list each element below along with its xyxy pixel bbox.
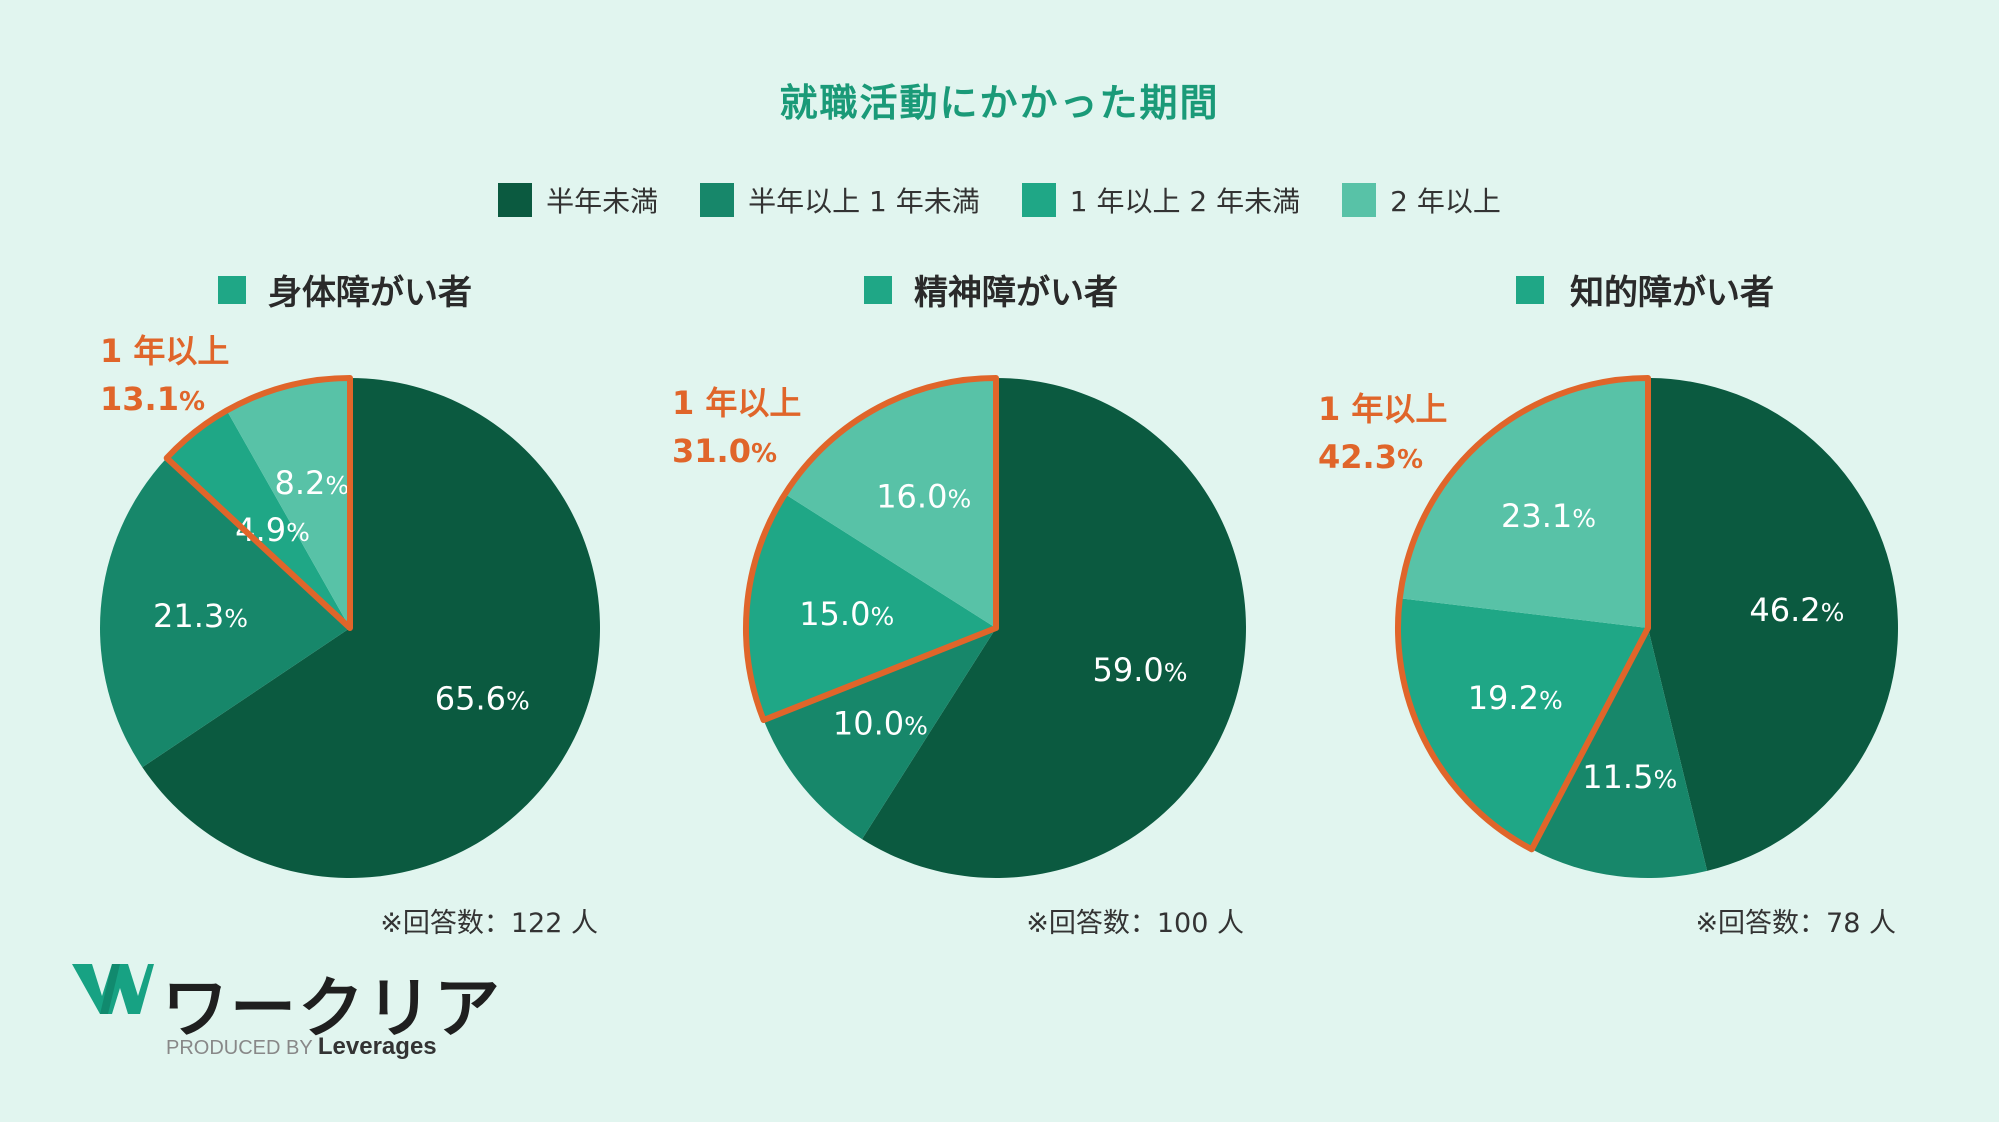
legend-item: 半年未満: [498, 180, 658, 220]
chart-title: 就職活動にかかった期間: [779, 81, 1220, 125]
pie-slice: [1399, 378, 1648, 628]
pie-chart-2: 精神障がい者 59.0% 10.0% 15.0% 16.0% 1 年以上 31.0% ※回答数…: [672, 273, 1246, 939]
respondent-count: ※回答数：122 人: [380, 908, 598, 939]
highlight-value: 13.1%: [100, 380, 205, 418]
produced-by-label: PRODUCED BY: [166, 1037, 313, 1059]
pie-slice: [1531, 628, 1708, 879]
slice-value-label: 19.2%: [1468, 679, 1563, 717]
slice-value-label: 21.3%: [153, 597, 248, 635]
highlight-label: 1 年以上: [1318, 390, 1447, 428]
legend-swatch: [1342, 183, 1377, 217]
legend-label: 2 年以上: [1390, 185, 1501, 218]
pie-chart-3: 知的障がい者 46.2% 11.5% 19.2% 23.1% 1 年以上 42.3% ※回答数…: [1318, 273, 1899, 939]
respondent-count: ※回答数：100 人: [1026, 908, 1244, 939]
respondent-count: ※回答数：78 人: [1695, 908, 1896, 939]
pie-slice: [862, 378, 1246, 879]
slice-value-label: 4.9%: [235, 511, 310, 549]
legend-swatch: [700, 183, 735, 217]
pie-slice: [1648, 378, 1899, 871]
legend-item: 1 年以上 2 年未満: [1021, 180, 1301, 220]
legend-label: 半年未満: [546, 185, 659, 218]
pie-slice: [99, 458, 351, 768]
slice-value-label: 23.1%: [1501, 497, 1596, 535]
logo-wordmark: ワークリア: [162, 970, 502, 1047]
company-name: Leverages: [317, 1033, 437, 1060]
legend-item: 半年以上 1 年未満: [700, 180, 980, 220]
chart-title-swatch: [1516, 276, 1544, 304]
pie-slice: [763, 628, 996, 840]
highlight-value: 42.3%: [1318, 438, 1423, 476]
legend-label: 1 年以上 2 年未満: [1069, 185, 1301, 218]
chart-title-swatch: [864, 276, 892, 304]
legend: 半年未満 半年以上 1 年未満 1 年以上 2 年未満 2 年以上: [0, 180, 1999, 220]
pie-slice: [1398, 598, 1648, 850]
legend-swatch: [1021, 183, 1056, 217]
produced-by: PRODUCED BY Leverages: [166, 1033, 437, 1061]
legend-item: 2 年以上: [1342, 180, 1501, 220]
pie-slice: [784, 378, 996, 628]
slice-value-label: 10.0%: [833, 705, 928, 743]
pie-slice: [142, 378, 600, 878]
pie-slice: [746, 494, 996, 721]
slice-value-label: 65.6%: [435, 680, 530, 718]
slice-value-label: 59.0%: [1092, 651, 1187, 689]
slice-value-label: 46.2%: [1749, 591, 1844, 629]
workclear-logo-icon: [72, 964, 154, 1014]
legend-label: 半年以上 1 年未満: [748, 185, 980, 218]
highlight-label: 1 年以上: [100, 332, 229, 370]
slice-value-label: 16.0%: [876, 478, 971, 516]
chart-title: 身体障がい者: [268, 273, 472, 313]
highlight-outline: [163, 375, 353, 631]
slice-value-label: 8.2%: [274, 464, 349, 502]
chart-title-swatch: [218, 276, 246, 304]
pie-chart-1: 身体障がい者 65.6% 21.3% 4.9% 8.2% 1 年以上 13.1% ※回答数：1…: [99, 273, 600, 939]
pie-slice: [226, 378, 350, 628]
highlight-value: 31.0%: [672, 432, 777, 470]
chart-title: 精神障がい者: [914, 273, 1118, 313]
legend-swatch: [498, 183, 533, 217]
slice-value-label: 15.0%: [799, 595, 894, 633]
slice-value-label: 11.5%: [1582, 758, 1677, 796]
chart-title: 知的障がい者: [1570, 273, 1774, 313]
highlight-label: 1 年以上: [672, 384, 801, 422]
highlight-outline: [743, 375, 999, 724]
pie-slice: [166, 410, 350, 628]
highlight-outline: [1395, 375, 1651, 853]
